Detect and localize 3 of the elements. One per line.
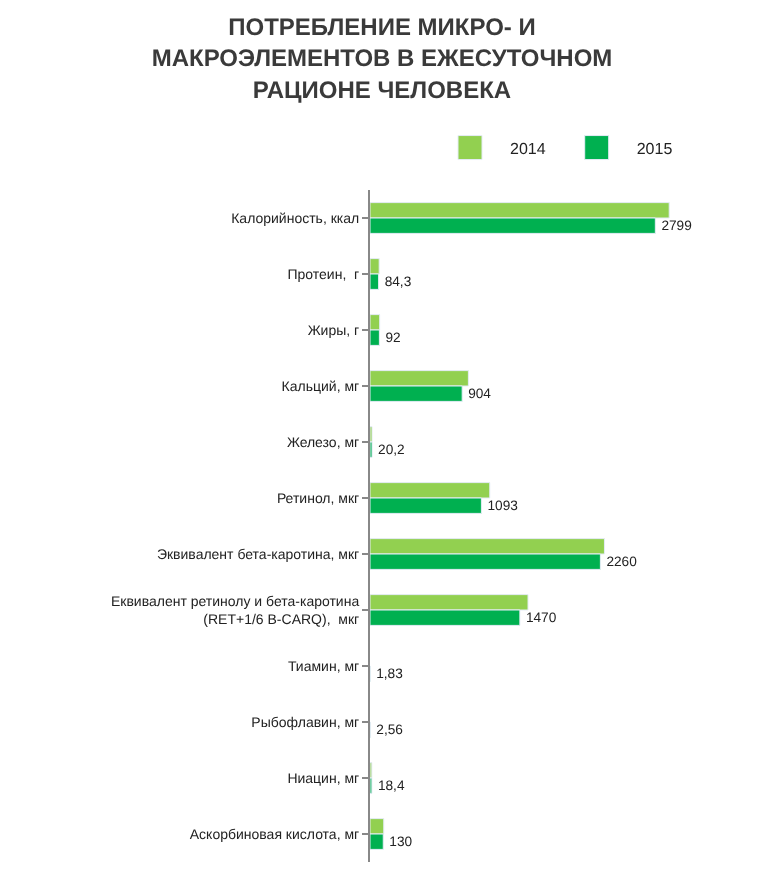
legend-label: 2014 [510, 139, 547, 158]
legend-label: 2015 [636, 139, 674, 158]
chart-title: ПОТРЕБЛЕНИЕ МИКРО- И МАКРОЭЛЕМЕНТОВ В ЕЖЕСУТОЧНОМ РАЦИОНЕ ЧЕЛОВЕКА [151, 13, 613, 104]
